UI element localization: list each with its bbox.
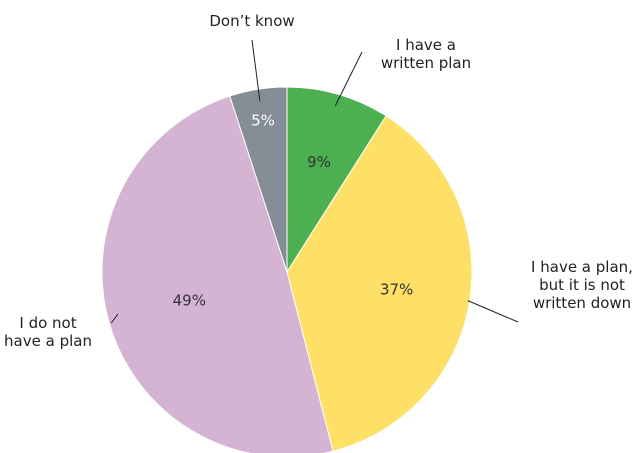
pie-slices (101, 86, 473, 453)
category-label-line: but it is not (539, 276, 625, 294)
category-label-line: written plan (381, 54, 471, 72)
leader-lines (110, 39, 519, 324)
category-label-i-have-a-plan-but-it-is-not-written-down: I have a plan, but it is not written down (531, 258, 633, 312)
category-label-line: I do not (19, 314, 76, 332)
category-label-don-t-know: Don’t know (209, 12, 294, 30)
category-label-line: have a plan (4, 332, 92, 350)
category-label-line: written down (533, 294, 631, 312)
leader-line-i-have-a-written-plan (334, 51, 363, 107)
value-label-i-have-a-plan-but-it-is-not-written-down: 37% (380, 280, 413, 298)
leader-line-don-t-know (251, 39, 261, 102)
category-label-i-do-not-have-a-plan: I do not have a plan (4, 314, 92, 350)
leader-line-i-do-not-have-a-plan (110, 313, 119, 324)
category-label-line: Don’t know (209, 12, 294, 30)
leader-line-i-have-a-plan-but-it-is-not-written-down (467, 300, 519, 323)
pie-slice-i-have-a-written-plan (286, 86, 387, 274)
category-label-line: I have a plan, (531, 258, 633, 276)
slice-value-labels: 9% 37% 49% 5% (173, 111, 414, 309)
category-label-i-have-a-written-plan: I have a written plan (381, 36, 471, 72)
category-label-line: I have a (396, 36, 456, 54)
category-labels: I have a written plan I have a plan, but it… (4, 12, 633, 350)
value-label-i-do-not-have-a-plan: 49% (173, 291, 206, 309)
pie-slice-i-do-not-have-a-plan (101, 95, 334, 453)
value-label-don-t-know: 5% (251, 111, 275, 129)
value-label-i-have-a-written-plan: 9% (307, 153, 331, 171)
